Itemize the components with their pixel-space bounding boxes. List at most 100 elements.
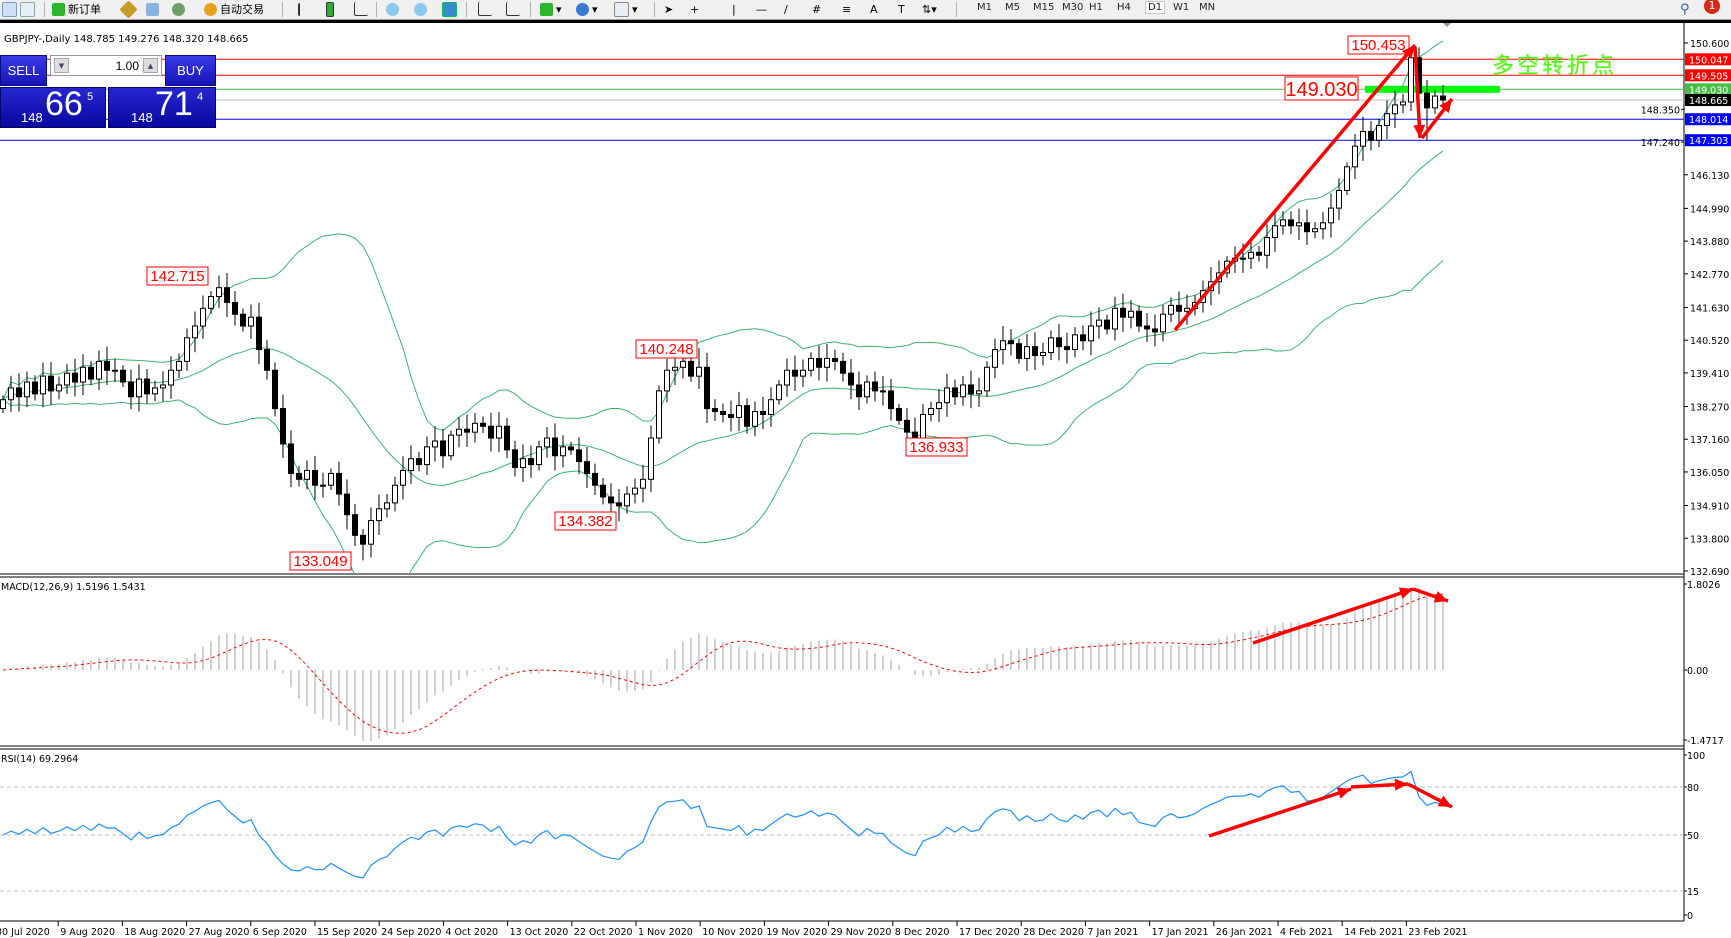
macd-panel — [2, 587, 1449, 741]
candle-body — [448, 434, 454, 457]
candle-body — [856, 384, 862, 398]
candle — [1176, 291, 1182, 326]
candle-body — [968, 384, 974, 395]
timeframe-m1[interactable]: M1 — [977, 2, 992, 13]
auto-trading-label: 自动交易 — [220, 3, 264, 16]
candle-body — [48, 375, 54, 392]
line-chart-icon[interactable] — [354, 1, 371, 17]
key-level-label: 149.030 — [1285, 79, 1357, 101]
lot-size-value[interactable]: 1.00 — [115, 59, 139, 73]
text-icon[interactable]: A — [870, 2, 878, 16]
bar-chart-icon[interactable] — [298, 1, 311, 17]
price-label-box — [1347, 35, 1410, 55]
timeframe-w1[interactable]: W1 — [1173, 2, 1190, 13]
fibonacci-icon[interactable]: ≡ — [842, 2, 852, 16]
text-label-icon[interactable]: T — [898, 2, 905, 16]
candle — [1256, 246, 1262, 262]
candle — [24, 371, 30, 408]
templates-icon[interactable]: ▾ — [614, 1, 638, 17]
candle-body — [1320, 222, 1326, 230]
plus-icon — [52, 2, 65, 16]
candle — [272, 362, 278, 417]
timeframe-m5[interactable]: M5 — [1005, 2, 1020, 13]
lot-size-field[interactable]: ▼ 1.00 ▲ — [50, 55, 162, 76]
arrow-head-icon — [1433, 591, 1448, 603]
indicators-icon[interactable]: ▾ — [540, 1, 562, 17]
timeframe-m15[interactable]: M15 — [1033, 2, 1055, 13]
buy-price-pips: 71 — [155, 85, 193, 123]
candle — [112, 358, 118, 382]
new-order-button[interactable]: 新订单 — [52, 1, 101, 17]
arrow-shaft — [1208, 787, 1352, 838]
candle — [736, 391, 742, 432]
autoscroll-icon[interactable] — [478, 1, 495, 17]
price-tick-label: 133.800 — [1690, 534, 1729, 545]
candle — [960, 375, 966, 406]
auto-trading-button[interactable]: 自动交易 — [204, 1, 264, 17]
zoom-out-icon[interactable] — [414, 1, 430, 17]
candle — [720, 403, 726, 423]
buy-button[interactable]: BUY — [165, 55, 216, 86]
data-window-icon[interactable] — [146, 1, 162, 17]
candle-body — [696, 366, 702, 377]
file-icon[interactable] — [2, 1, 20, 17]
price-tag-label: 147.303 — [1689, 136, 1728, 147]
candle-body — [624, 493, 630, 507]
sell-button[interactable]: SELL — [0, 55, 47, 86]
timeframe-d1[interactable]: D1 — [1145, 1, 1166, 14]
lot-decrease-button[interactable]: ▼ — [54, 58, 69, 73]
candle-body — [1272, 225, 1278, 239]
candle — [96, 350, 102, 390]
chart-shift-icon[interactable] — [506, 1, 523, 17]
candle — [1384, 100, 1390, 140]
zoom-in-icon[interactable] — [386, 1, 402, 17]
lot-increase-button[interactable]: ▲ — [143, 58, 158, 73]
tile-windows-icon[interactable] — [442, 1, 460, 17]
candle — [280, 394, 286, 458]
candle-body — [1312, 228, 1318, 233]
arrows-icon[interactable]: ⇅▾ — [922, 2, 937, 16]
price-label-136.933: 136.933 — [909, 439, 963, 456]
candle-body — [880, 390, 886, 393]
price-label-140.248: 140.248 — [639, 341, 693, 358]
notification-button[interactable]: 1 — [1704, 0, 1720, 14]
candle — [616, 488, 622, 522]
crosshair-icon[interactable]: + — [690, 2, 700, 16]
timeframe-m30[interactable]: M30 — [1062, 2, 1084, 13]
candlestick-chart-icon[interactable] — [326, 1, 337, 17]
timeframe-h1[interactable]: H1 — [1089, 2, 1103, 13]
candle — [896, 404, 902, 425]
buy-price-box[interactable]: 148 71 4 — [108, 85, 216, 128]
candle-body — [704, 366, 710, 410]
horizontal-line-icon[interactable]: — — [756, 2, 767, 16]
zoom-print-icon[interactable] — [20, 1, 38, 17]
cursor-icon[interactable]: ➤ — [664, 2, 674, 16]
rsi-tick-label: 15 — [1687, 887, 1699, 898]
sell-price-box[interactable]: 148 66 5 — [0, 85, 106, 128]
candle-body — [488, 425, 494, 439]
candle-body — [384, 502, 390, 510]
date-tick-label: 4 Oct 2020 — [445, 927, 498, 938]
timeframe-h4[interactable]: H4 — [1117, 2, 1131, 13]
candle-body — [128, 381, 134, 398]
candle-body — [1344, 166, 1350, 191]
candle — [640, 464, 646, 503]
candle — [752, 401, 758, 437]
equidistant-channel-icon[interactable]: # — [812, 2, 822, 16]
candle — [352, 503, 358, 547]
price-tick-label: 139.410 — [1690, 369, 1729, 380]
vertical-line-icon[interactable]: | — [732, 2, 736, 16]
search-icon[interactable]: ⚲ — [1680, 1, 1690, 17]
candle-body — [1328, 207, 1334, 224]
candle — [72, 358, 78, 397]
timeframe-mn[interactable]: MN — [1199, 2, 1216, 13]
candle — [344, 479, 350, 530]
candle-body — [1432, 95, 1438, 109]
candle — [136, 364, 142, 412]
trendline-icon[interactable]: / — [784, 2, 788, 16]
candle — [600, 477, 606, 505]
candle-body — [1080, 334, 1086, 342]
signal-icon[interactable] — [172, 1, 188, 17]
periods-icon[interactable]: ▾ — [576, 1, 598, 17]
